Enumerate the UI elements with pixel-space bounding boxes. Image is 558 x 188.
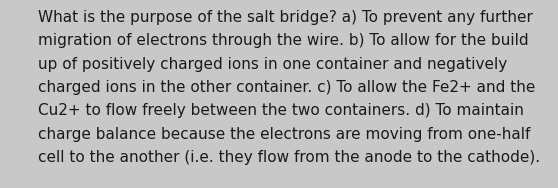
Text: Cu2+ to flow freely between the two containers. d) To maintain: Cu2+ to flow freely between the two cont… [38, 103, 524, 118]
Text: charge balance because the electrons are moving from one-half: charge balance because the electrons are… [38, 127, 530, 142]
Text: migration of electrons through the wire. b) To allow for the build: migration of electrons through the wire.… [38, 33, 528, 48]
Text: cell to the another (i.e. they flow from the anode to the cathode).: cell to the another (i.e. they flow from… [38, 150, 540, 165]
Text: up of positively charged ions in one container and negatively: up of positively charged ions in one con… [38, 57, 507, 72]
Text: What is the purpose of the salt bridge? a) To prevent any further: What is the purpose of the salt bridge? … [38, 10, 533, 25]
Text: charged ions in the other container. c) To allow the Fe2+ and the: charged ions in the other container. c) … [38, 80, 535, 95]
